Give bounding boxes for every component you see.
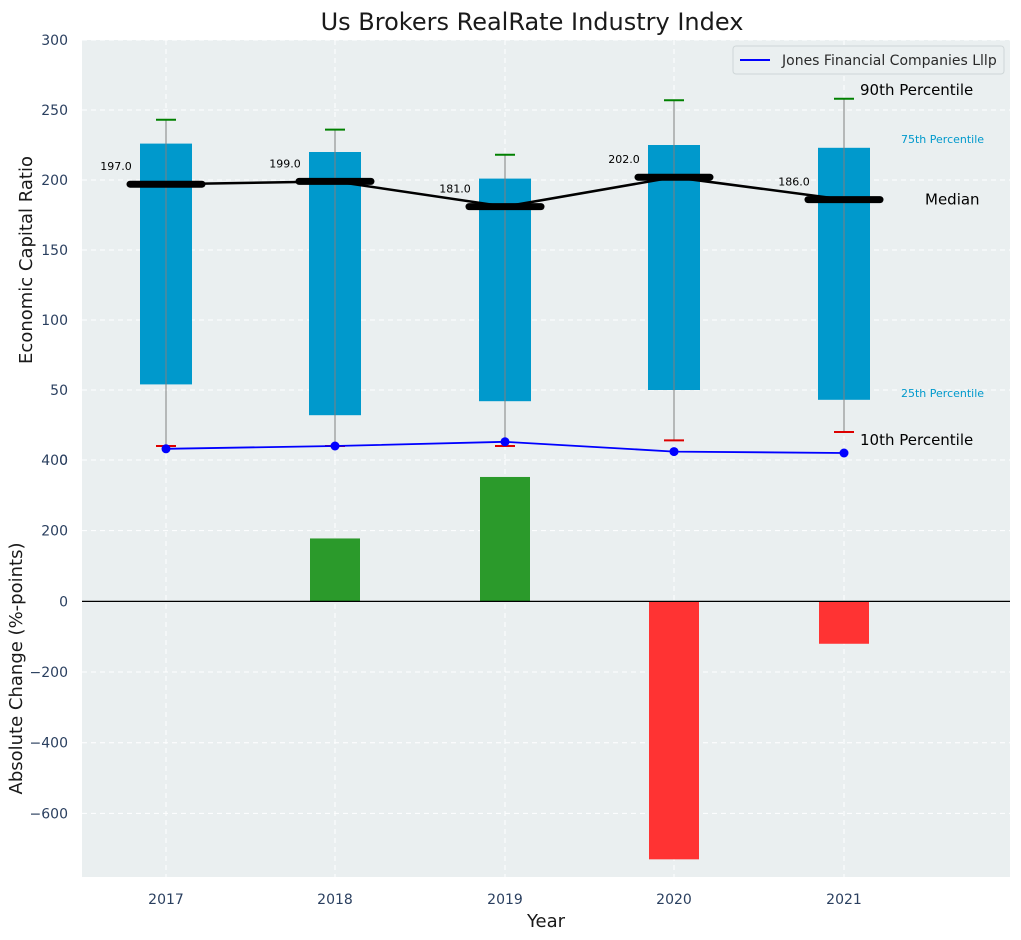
x-tick-label-2019: 2019 (487, 892, 523, 908)
top-y-tick-label: 200 (41, 173, 68, 189)
legend: Jones Financial Companies Lllp (732, 45, 1005, 75)
x-axis-label: Year (526, 911, 566, 932)
change-bar-2020 (649, 601, 699, 860)
firm-point-2021 (839, 448, 849, 458)
chart-title: Us Brokers RealRate Industry Index (321, 8, 744, 36)
legend-entry-jones: Jones Financial Companies Lllp (781, 53, 997, 69)
x-axis-ticks: 2017 2018 2019 2020 2021 (148, 892, 862, 908)
top-y-tick-label: 100 (41, 313, 68, 329)
annotation-p75: 75th Percentile (901, 133, 984, 146)
top-y-tick-label: 300 (41, 33, 68, 49)
change-bar-marks (82, 476, 1010, 860)
median-label-2017: 197.0 (100, 160, 132, 173)
bottom-y-tick-label: −200 (30, 665, 68, 681)
annotation-p90: 90th Percentile (860, 81, 973, 99)
median-label-2020: 202.0 (608, 153, 640, 166)
bottom-y-tick-label: −600 (30, 806, 68, 822)
firm-point-2017 (161, 444, 171, 454)
x-tick-label-2021: 2021 (826, 892, 862, 908)
bottom-y-axis-label: Absolute Change (%-points) (6, 543, 27, 795)
bottom-y-tick-label: −400 (30, 736, 68, 752)
bottom-y-tick-label: 400 (41, 453, 68, 469)
annotation-median: Median (925, 191, 980, 209)
top-y-tick-label: 250 (41, 103, 68, 119)
change-bar-2019 (480, 476, 530, 602)
median-label-2019: 181.0 (439, 183, 471, 196)
legend-box (732, 45, 1005, 75)
firm-point-2020 (669, 447, 679, 457)
percentile-annotations: 90th Percentile 75th Percentile Median 25th… (860, 81, 984, 449)
top-y-tick-label: 50 (50, 383, 68, 399)
x-tick-label-2020: 2020 (656, 892, 692, 908)
change-bar-2018 (310, 538, 360, 602)
top-y-tick-label: 150 (41, 243, 68, 259)
firm-point-2019 (500, 437, 510, 447)
annotation-p10: 10th Percentile (860, 431, 973, 449)
x-tick-label-2017: 2017 (148, 892, 184, 908)
top-y-tick-label: 0 (59, 453, 68, 469)
bottom-y-axis-ticks: −600 −400 −200 0 200 400 (30, 453, 68, 822)
firm-point-2018 (330, 441, 340, 451)
box-plot-marks: 197.0 199.0 181.0 202.0 186.0 (100, 97, 884, 458)
top-y-axis-label: Economic Capital Ratio (16, 156, 37, 364)
bottom-y-tick-label: 200 (41, 524, 68, 540)
bottom-y-tick-label: 0 (59, 594, 68, 610)
change-bar-2021 (819, 601, 869, 644)
top-y-axis-ticks: 0 50 100 150 200 250 300 (41, 33, 68, 469)
x-tick-label-2018: 2018 (317, 892, 353, 908)
bottom-panel-background (82, 460, 1010, 877)
median-label-2018: 199.0 (269, 157, 301, 170)
median-label-2021: 186.0 (778, 176, 810, 189)
annotation-p25: 25th Percentile (901, 387, 984, 400)
